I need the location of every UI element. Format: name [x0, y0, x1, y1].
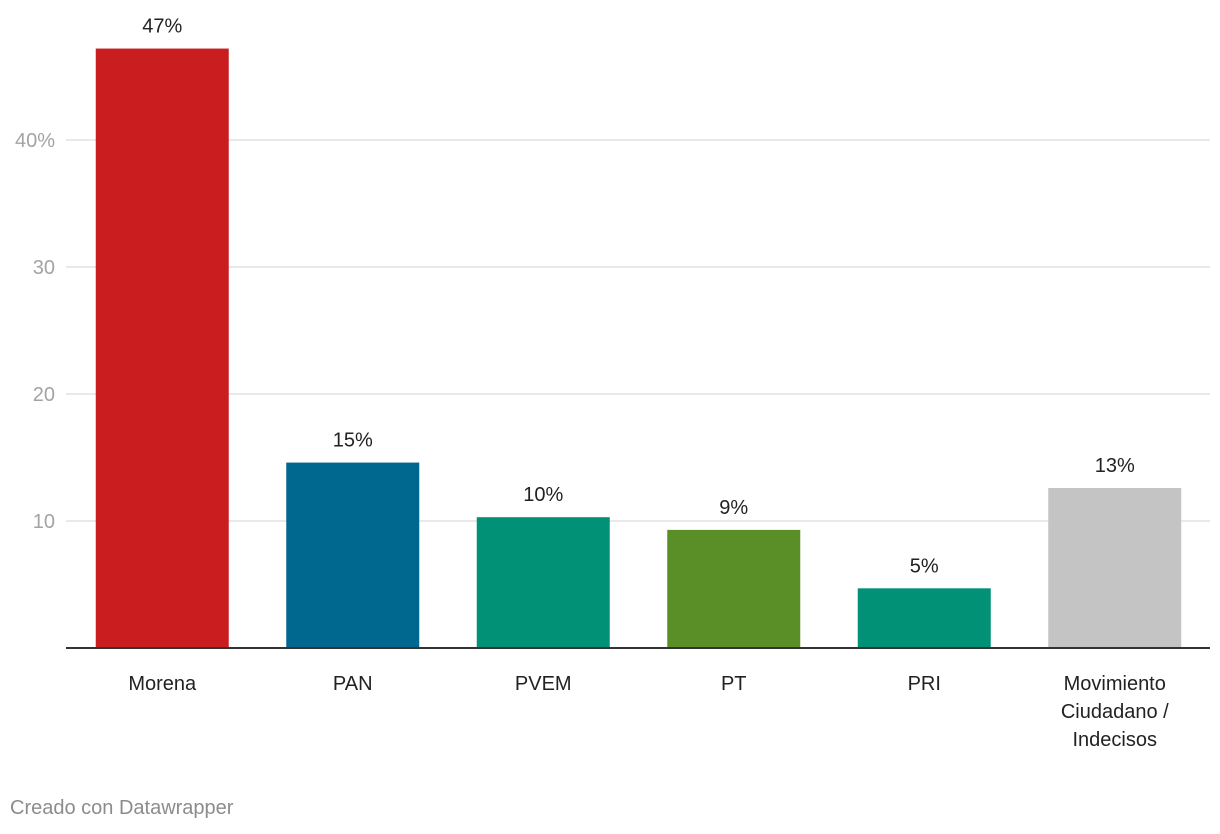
bar-value-label: 10% — [523, 484, 563, 506]
bar — [476, 517, 610, 648]
bar — [286, 462, 420, 648]
credit-text: Creado con Datawrapper — [10, 797, 234, 819]
bar-value-label: 13% — [1095, 455, 1135, 477]
x-category-label: Ciudadano / — [1061, 701, 1169, 723]
x-category-label: PAN — [333, 673, 373, 695]
bar — [857, 588, 991, 648]
bar — [95, 48, 229, 649]
bar-value-label: 15% — [333, 430, 373, 452]
bar-value-label: 9% — [719, 497, 748, 519]
x-category-label: PRI — [908, 673, 941, 695]
y-tick-label: 20 — [33, 384, 55, 406]
y-tick-label: 40% — [15, 130, 55, 152]
bar-value-label: 5% — [910, 555, 939, 577]
bar-value-label: 47% — [142, 16, 182, 38]
bar — [667, 529, 801, 648]
x-category-label: Movimiento — [1064, 673, 1166, 695]
x-category-label: Morena — [128, 673, 197, 695]
x-category-label: PT — [721, 673, 747, 695]
x-category-label: PVEM — [515, 673, 572, 695]
y-tick-label: 30 — [33, 257, 55, 279]
y-tick-label: 10 — [33, 511, 55, 533]
bar — [1048, 487, 1182, 648]
x-category-label: Indecisos — [1073, 729, 1158, 751]
